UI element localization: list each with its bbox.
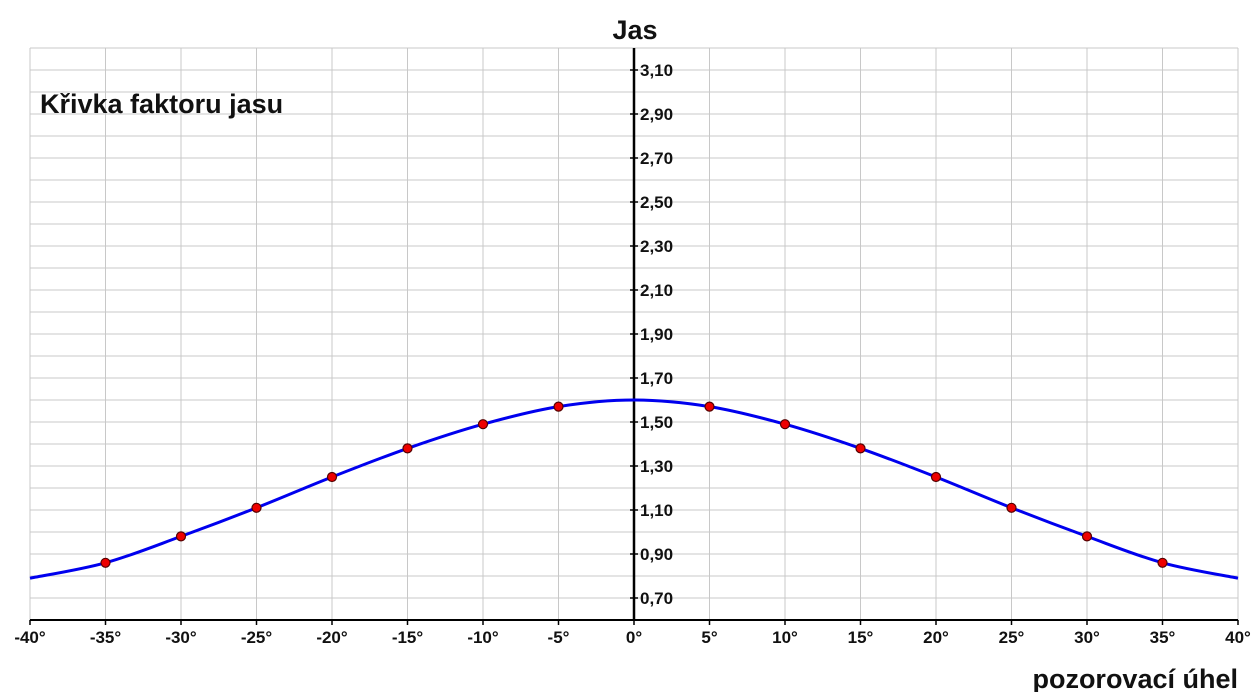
x-tick-label: 10°: [772, 628, 798, 647]
y-tick-label: 1,50: [640, 413, 673, 432]
x-tick-label: 5°: [701, 628, 717, 647]
data-point: [326, 471, 338, 483]
data-point: [402, 443, 413, 454]
data-point: [704, 401, 715, 412]
y-tick-label: 1,90: [640, 325, 673, 344]
x-tick-label: -35°: [90, 628, 122, 647]
x-tick-label: 35°: [1150, 628, 1176, 647]
y-tick-label: 1,70: [640, 369, 673, 388]
x-tick-label: -25°: [241, 628, 273, 647]
data-point: [1081, 531, 1093, 542]
y-tick-label: 2,50: [640, 193, 673, 212]
data-point: [251, 502, 262, 513]
y-tick-labels: 0,70 0,90 1,10 1,30 1,50 1,70 1,90 2,10 2,30 2,50…: [630, 61, 673, 608]
x-tick-label: 15°: [848, 628, 874, 647]
y-tick-label: 1,10: [640, 501, 673, 520]
y-tick-label: 2,70: [640, 149, 673, 168]
data-point: [779, 419, 791, 430]
data-point: [553, 401, 564, 412]
data-point: [175, 531, 187, 542]
x-tick-label: 40°: [1225, 628, 1251, 647]
y-tick-label: 0,90: [640, 545, 673, 564]
y-tick-label: 1,30: [640, 457, 673, 476]
x-tick-label: -15°: [392, 628, 424, 647]
y-tick-label: 0,70: [640, 589, 673, 608]
x-tick-label: 20°: [923, 628, 949, 647]
x-tick-labels: -40° -35° -30° -25° -20° -15° -10° -5° 0° 5° 10° 15…: [14, 620, 1251, 647]
x-tick-label: -10°: [467, 628, 499, 647]
data-point: [855, 443, 866, 454]
data-point: [1006, 502, 1017, 513]
x-tick-label: 30°: [1074, 628, 1100, 647]
x-axis-label: pozorovací úhel: [1032, 664, 1238, 692]
data-point: [477, 419, 489, 430]
x-tick-label: -40°: [14, 628, 46, 647]
x-tick-label: -5°: [548, 628, 570, 647]
chart-title: Křivka faktoru jasu: [40, 89, 283, 119]
x-tick-label: -20°: [316, 628, 348, 647]
y-tick-label: 3,10: [640, 61, 673, 80]
x-tick-label: -30°: [165, 628, 197, 647]
series-line: [29, 398, 1239, 580]
x-tick-label: 25°: [999, 628, 1025, 647]
x-tick-label: 0°: [626, 628, 642, 647]
y-tick-label: 2,10: [640, 281, 673, 300]
y-axis-label: Jas: [612, 15, 657, 45]
data-point: [930, 471, 942, 483]
series: [29, 398, 1239, 580]
data-point: [1157, 557, 1168, 568]
data-point: [100, 557, 111, 568]
y-tick-label: 2,30: [640, 237, 673, 256]
y-tick-label: 2,90: [640, 105, 673, 124]
